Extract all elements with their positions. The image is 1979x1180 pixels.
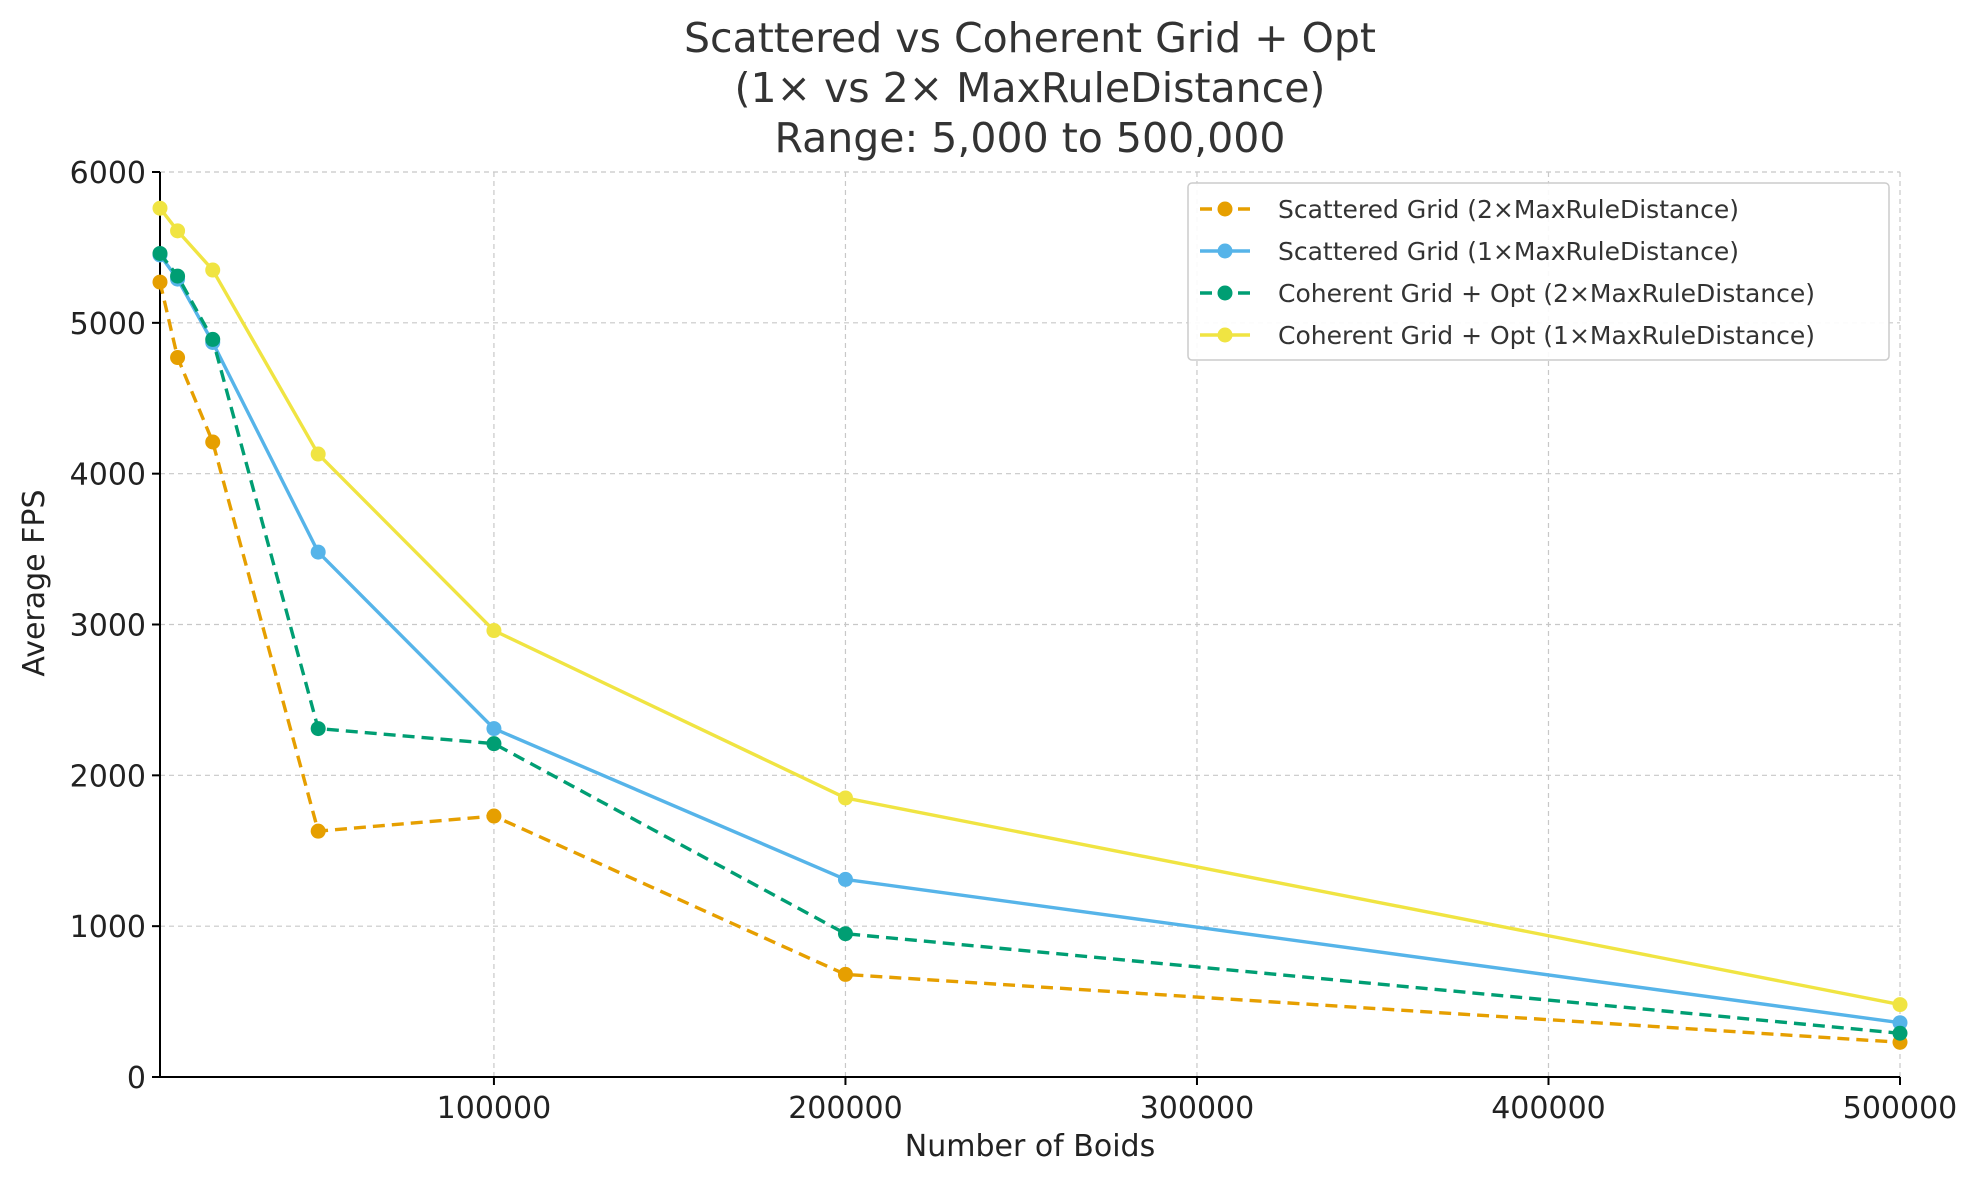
legend-label: Coherent Grid + Opt (1×MaxRuleDistance) [1278, 321, 1815, 350]
data-point [170, 350, 186, 366]
data-point [205, 262, 221, 278]
data-point [310, 446, 326, 462]
legend-swatch-marker [1217, 243, 1233, 259]
series-line [158, 252, 1901, 1035]
data-point [837, 871, 853, 887]
data-point [486, 721, 502, 737]
legend-item: Scattered Grid (1×MaxRuleDistance) [1200, 237, 1739, 266]
x-tick-label: 400000 [1491, 1091, 1606, 1126]
data-point [486, 808, 502, 824]
legend-item: Scattered Grid (2×MaxRuleDistance) [1200, 195, 1739, 224]
legend-item: Coherent Grid + Opt (1×MaxRuleDistance) [1200, 321, 1815, 350]
x-tick-label: 200000 [788, 1091, 903, 1126]
tick-labels: 0 1000 2000 3000 4000 5000 6000 100000 200000 300… [70, 156, 1958, 1126]
data-point [837, 926, 853, 942]
legend-box [1187, 182, 1890, 361]
data-point [170, 223, 186, 239]
data-point [205, 434, 221, 450]
legend: Scattered Grid (2×MaxRuleDistance) Scatte… [1187, 182, 1890, 361]
chart-title: Scattered vs Coherent Grid + Opt (1× vs … [684, 14, 1376, 162]
y-tick-label: 0 [127, 1061, 146, 1096]
legend-swatch-marker [1217, 201, 1233, 217]
data-point [152, 200, 168, 216]
legend-label: Scattered Grid (1×MaxRuleDistance) [1278, 237, 1739, 266]
legend-swatch-marker [1217, 327, 1233, 343]
y-tick-label: 4000 [70, 458, 146, 493]
data-point [486, 736, 502, 752]
y-axis-label: Average FPS [17, 489, 52, 676]
y-tick-label: 3000 [70, 609, 146, 644]
legend-item: Coherent Grid + Opt (2×MaxRuleDistance) [1200, 279, 1815, 308]
legend-label: Scattered Grid (2×MaxRuleDistance) [1278, 195, 1739, 224]
data-point [310, 721, 326, 737]
series-line [158, 281, 1901, 1045]
x-tick-label: 100000 [437, 1091, 552, 1126]
data-point [486, 623, 502, 639]
series-2 [152, 245, 1908, 1041]
data-point [1892, 1025, 1908, 1041]
chart-title-line-3: Range: 5,000 to 500,000 [775, 114, 1286, 162]
data-point [152, 245, 168, 261]
data-point [152, 274, 168, 290]
data-point [837, 790, 853, 806]
series-lines [152, 200, 1908, 1050]
series-3 [152, 200, 1908, 1013]
data-point [310, 544, 326, 560]
x-tick-label: 300000 [1140, 1091, 1255, 1126]
y-tick-label: 6000 [70, 156, 146, 191]
legend-label: Coherent Grid + Opt (2×MaxRuleDistance) [1278, 279, 1815, 308]
data-point [1892, 997, 1908, 1013]
y-tick-label: 2000 [70, 759, 146, 794]
y-tick-label: 1000 [70, 910, 146, 945]
series-0 [152, 274, 1908, 1050]
data-point [1892, 1015, 1908, 1031]
data-point [310, 823, 326, 839]
y-tick-label: 5000 [70, 307, 146, 342]
x-axis-label: Number of Boids [905, 1129, 1155, 1164]
x-tick-label: 500000 [1843, 1091, 1958, 1126]
chart-title-line-2: (1× vs 2× MaxRuleDistance) [735, 64, 1326, 112]
series-1 [152, 247, 1908, 1031]
legend-swatch-marker [1217, 285, 1233, 301]
data-point [837, 966, 853, 982]
data-point [205, 331, 221, 347]
data-point [170, 268, 186, 284]
series-line [158, 253, 1901, 1025]
chart-title-line-1: Scattered vs Coherent Grid + Opt [684, 14, 1376, 62]
grid [160, 171, 1901, 1077]
